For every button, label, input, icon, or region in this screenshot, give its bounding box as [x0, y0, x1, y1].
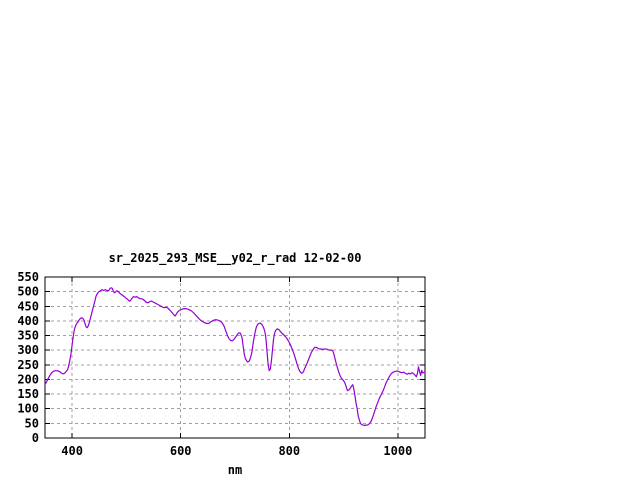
- y-tick-label: 250: [17, 358, 39, 372]
- x-tick-label: 800: [278, 444, 300, 458]
- chart-title: sr_2025_293_MSE__y02_r_rad 12-02-00: [108, 251, 362, 265]
- y-tick-label: 200: [17, 372, 39, 386]
- y-tick-label: 550: [17, 270, 39, 284]
- spectrum-line: [44, 287, 426, 426]
- y-tick-label: 350: [17, 329, 39, 343]
- x-axis-label: nm: [227, 463, 243, 477]
- y-tick-label: 450: [17, 299, 39, 313]
- x-tick-label: 600: [170, 444, 192, 458]
- x-tick-label: 1000: [383, 444, 412, 458]
- y-tick-label: 50: [25, 416, 39, 430]
- x-tick-label: 400: [61, 444, 83, 458]
- y-tick-label: 100: [17, 402, 39, 416]
- y-tick-label: 500: [17, 285, 39, 299]
- y-tick-label: 150: [17, 387, 39, 401]
- plot-border: [44, 276, 426, 439]
- y-tick-label: 0: [32, 431, 39, 445]
- y-tick-label: 400: [17, 314, 39, 328]
- y-tick-label: 300: [17, 343, 39, 357]
